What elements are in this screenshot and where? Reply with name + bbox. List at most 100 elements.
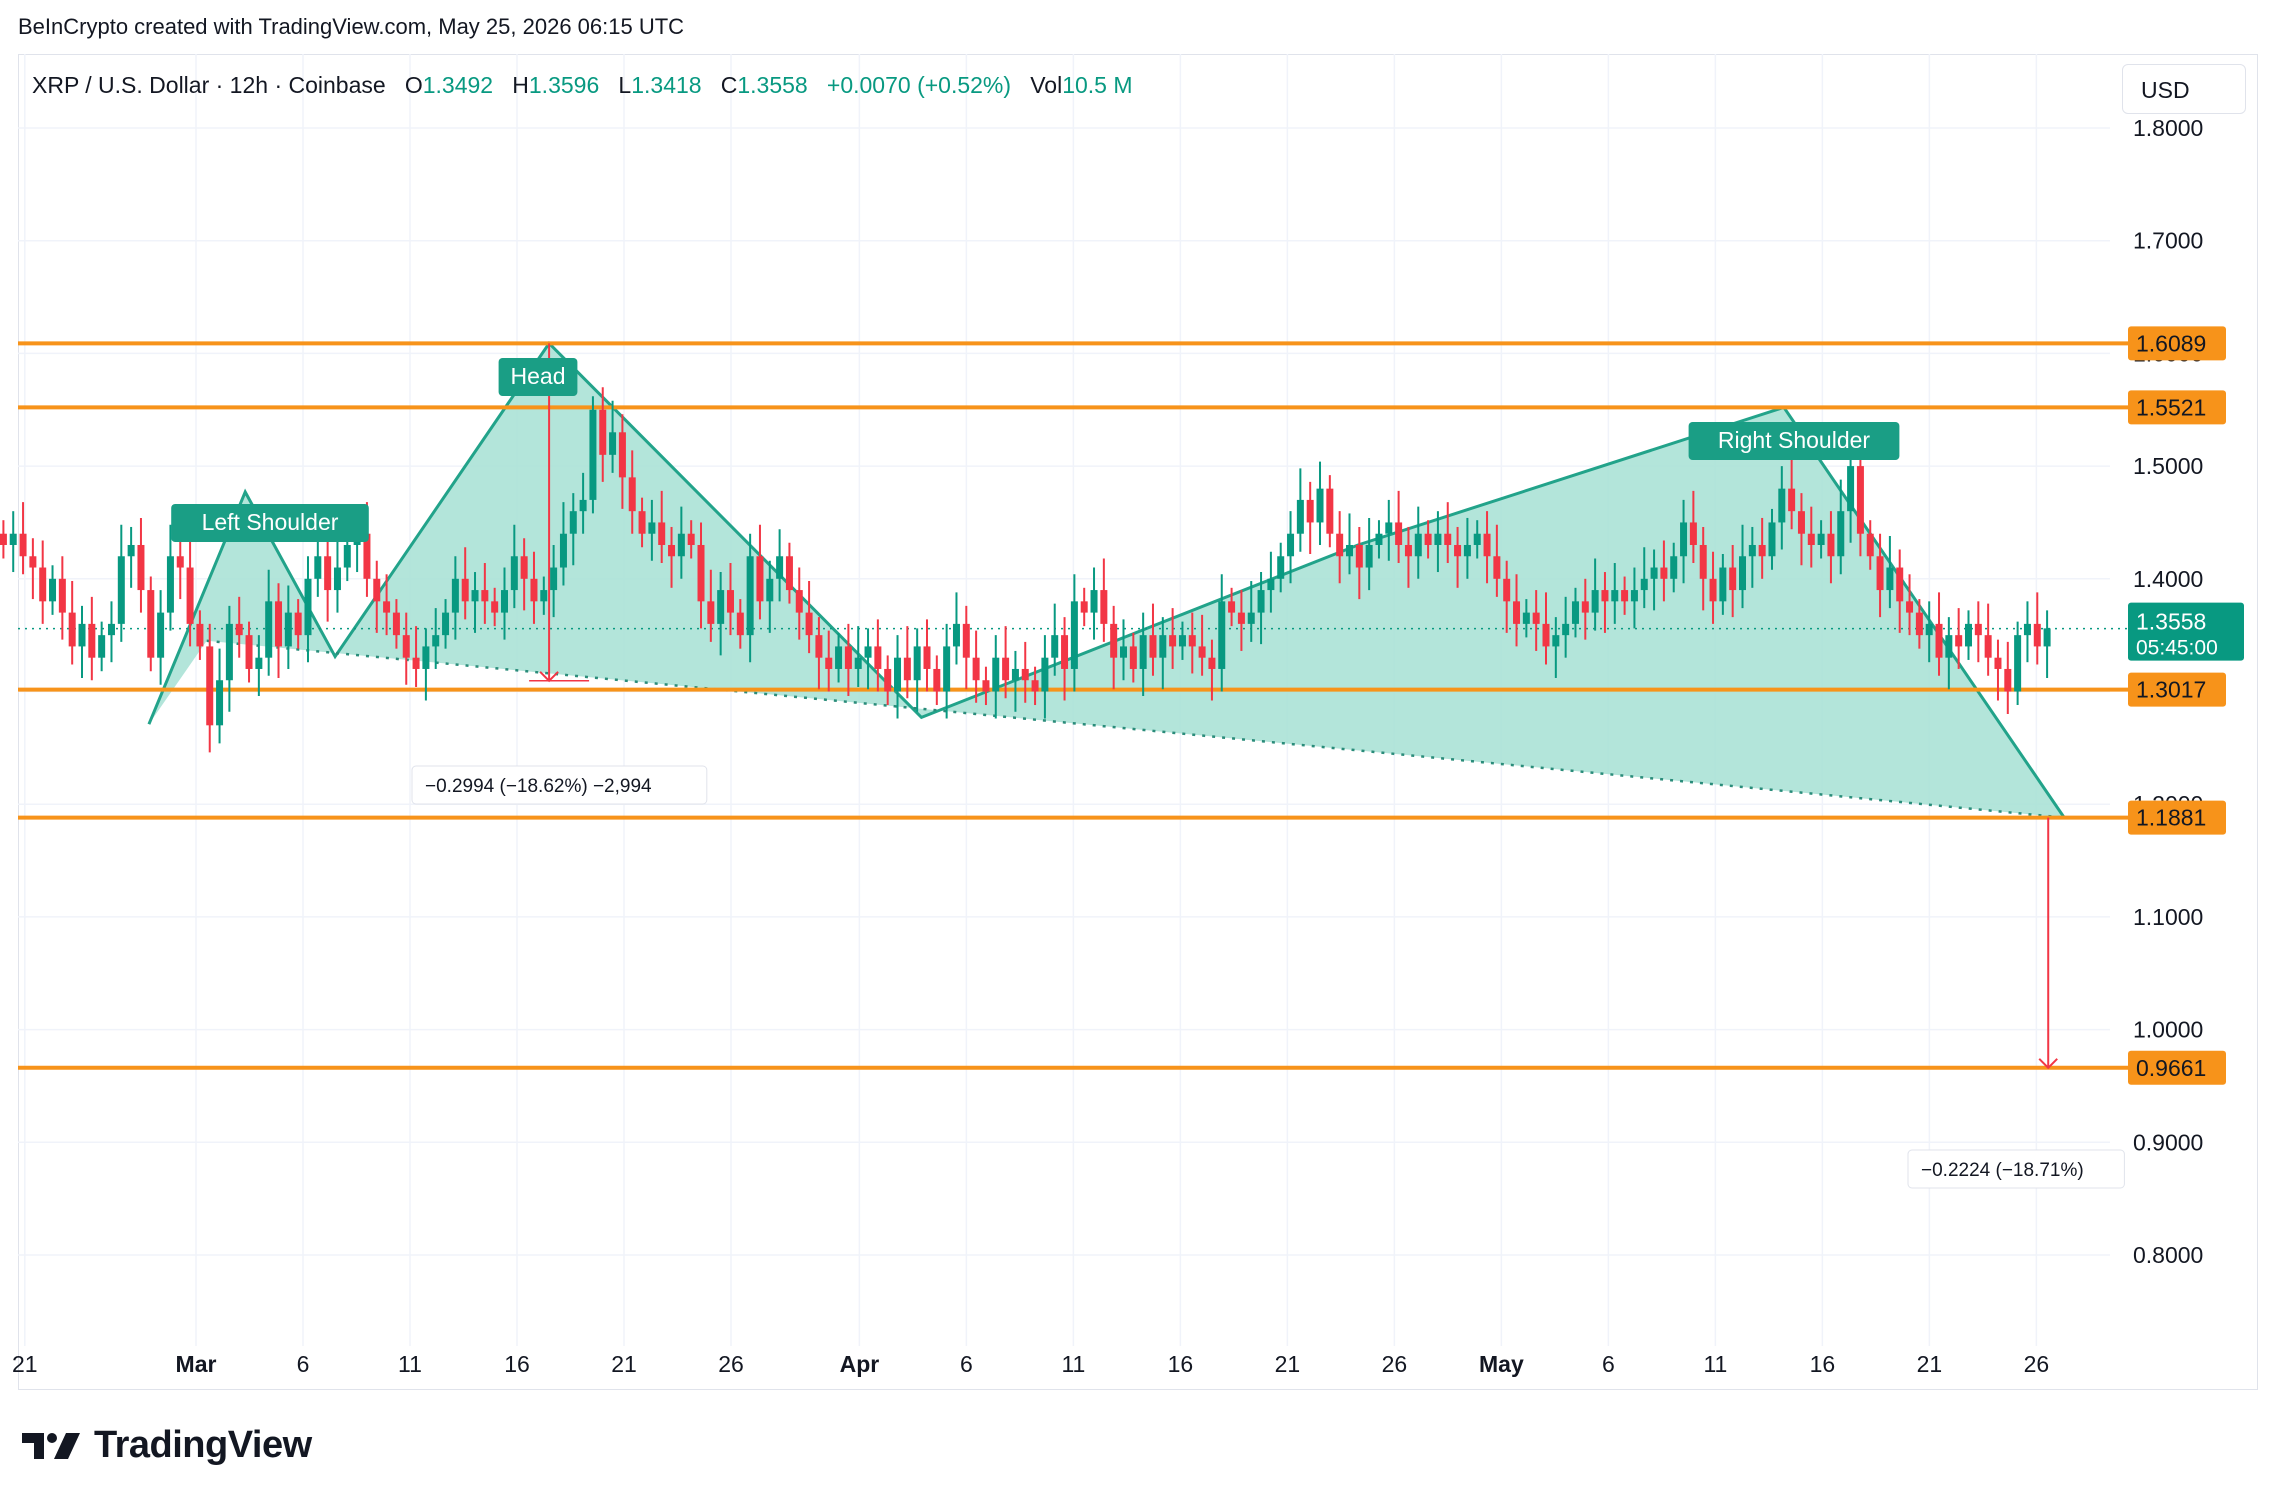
candle-body xyxy=(432,635,440,647)
candle-body xyxy=(1454,544,1462,557)
candle-body xyxy=(1385,522,1393,534)
level-price-box xyxy=(2128,390,2226,425)
candle-body xyxy=(442,612,450,636)
tradingview-brand[interactable]: TradingView xyxy=(22,1424,312,1467)
candle-body xyxy=(481,590,489,602)
x-tick-label: 21 xyxy=(1917,1351,1943,1377)
candle-body xyxy=(333,567,341,591)
x-tick-label: May xyxy=(1479,1351,1524,1377)
candle-body xyxy=(9,533,17,545)
candle-body xyxy=(373,578,381,602)
candle-body xyxy=(913,646,921,681)
candle-body xyxy=(933,668,941,692)
last-price-value: 1.3558 xyxy=(2136,609,2206,635)
candle-body xyxy=(559,533,567,568)
candle-body xyxy=(697,544,705,602)
candle-body xyxy=(1719,567,1727,602)
measure-label-head-box xyxy=(411,765,708,805)
candle-body xyxy=(805,612,813,636)
candle-body xyxy=(1758,544,1766,557)
candle-body xyxy=(1316,488,1324,523)
candle-body xyxy=(894,657,902,692)
candle-body xyxy=(1837,511,1845,557)
candle-body xyxy=(835,646,843,669)
candle-body xyxy=(1689,522,1697,545)
candle-body xyxy=(1159,635,1167,658)
candle-body xyxy=(1404,544,1412,557)
candle-body xyxy=(726,590,734,613)
volume-value: 10.5 M xyxy=(1062,72,1133,98)
candle-body xyxy=(284,612,292,647)
candle-body xyxy=(599,409,607,455)
measure-label-target-box xyxy=(1907,1149,2125,1189)
candle-body xyxy=(1100,590,1108,624)
candle-body xyxy=(265,601,273,658)
candle-body xyxy=(422,646,430,669)
candle-body xyxy=(314,556,322,579)
candle-body xyxy=(147,590,155,658)
candle-body xyxy=(19,533,27,557)
candle-body xyxy=(2033,623,2041,647)
candle-body xyxy=(275,601,283,647)
candle-body xyxy=(943,646,951,692)
candle-body xyxy=(766,578,774,602)
low-value: 1.3418 xyxy=(631,72,702,98)
candle-body xyxy=(658,522,666,545)
x-tick-label: 21 xyxy=(611,1351,637,1377)
candle-body xyxy=(324,556,332,591)
candle-body xyxy=(1110,623,1118,658)
candle-body xyxy=(363,533,371,579)
candle-body xyxy=(451,578,459,613)
candle-body xyxy=(98,635,106,658)
candle-body xyxy=(569,511,577,534)
y-tick-label: 1.1000 xyxy=(2133,904,2203,930)
currency-button[interactable]: USD xyxy=(2122,64,2246,114)
measure-label-head: −0.2994 (−18.62%) −2,994 xyxy=(411,765,708,805)
candle-body xyxy=(864,646,872,658)
candle-body xyxy=(510,556,518,591)
candle-body xyxy=(1011,668,1019,681)
label-head-text: Head xyxy=(511,363,566,389)
candle-body xyxy=(1169,635,1177,647)
candle-body xyxy=(2043,628,2051,647)
candle-body xyxy=(1621,590,1629,602)
candle-body xyxy=(1031,680,1039,692)
candle-body xyxy=(1149,635,1157,658)
candle-body xyxy=(1129,646,1137,669)
candle-body xyxy=(1345,544,1353,557)
candle-body xyxy=(2004,668,2012,692)
x-tick-label: 16 xyxy=(1810,1351,1836,1377)
candle-body xyxy=(1473,533,1481,545)
x-tick-label: Apr xyxy=(840,1351,880,1377)
candle-body xyxy=(1552,635,1560,647)
candle-body xyxy=(530,578,538,602)
candle-body xyxy=(1915,612,1923,636)
candle-body xyxy=(1611,590,1619,602)
candle-body xyxy=(491,601,499,613)
candle-body xyxy=(304,578,312,636)
candle-body xyxy=(1267,578,1275,591)
y-tick-label: 0.9000 xyxy=(2133,1129,2203,1155)
candle-body xyxy=(412,657,420,669)
measure-label-head-text: −0.2994 (−18.62%) −2,994 xyxy=(425,776,652,797)
candle-body xyxy=(1935,623,1943,658)
candle-body xyxy=(1237,612,1245,624)
candle-body xyxy=(884,668,892,692)
y-tick-label: 0.8000 xyxy=(2133,1242,2203,1268)
level-price-box xyxy=(2128,800,2226,835)
candle-body xyxy=(874,646,882,669)
high-label: H xyxy=(512,72,529,98)
symbol-title[interactable]: XRP / U.S. Dollar · 12h · Coinbase xyxy=(32,72,386,98)
candle-body xyxy=(225,623,233,681)
candle-body xyxy=(1886,567,1894,591)
candle-body xyxy=(1699,544,1707,579)
level-price-tag: 1.1881 xyxy=(2128,800,2226,835)
candle-body xyxy=(392,612,400,636)
candle-body xyxy=(500,590,508,613)
measure-label-target-text: −0.2224 (−18.71%) xyxy=(1921,1160,2084,1181)
x-tick-label: 6 xyxy=(297,1351,310,1377)
candle-body xyxy=(618,432,626,478)
candle-body xyxy=(1414,533,1422,557)
